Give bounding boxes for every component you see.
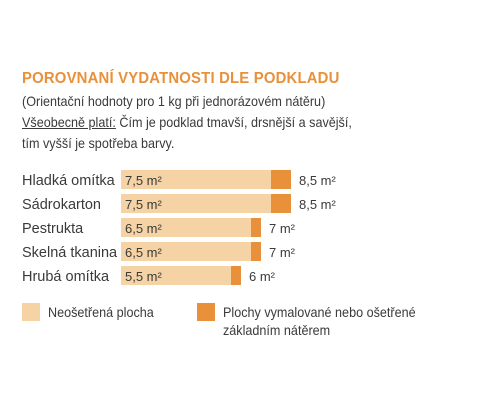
category-label: Hladká omítka [22,173,116,189]
category-label: Pestrukta [22,221,84,237]
general-note-label: Všeobecně platí: [22,114,116,130]
bar-untreated [121,194,271,213]
data-label-untreated: 6,5 m² [125,221,163,236]
general-note-text: Čím je podklad tmavší, drsnější a savějš… [115,114,352,130]
bar-untreated [121,242,251,261]
general-note: Všeobecně platí: Čím je podklad tmavší, … [22,114,352,130]
data-label-untreated: 6,5 m² [125,245,163,260]
category-label: Hrubá omítka [22,269,110,285]
legend-swatch-untreated [22,303,40,321]
bar-untreated [121,170,271,189]
bar-untreated [121,218,251,237]
data-label-treated: 7 m² [269,221,296,236]
legend-swatch-treated [197,303,215,321]
general-note-continued: tím vyšší je spotřeba barvy. [22,135,175,151]
data-label-treated: 8,5 m² [299,173,337,188]
legend-label-treated-2: základním nátěrem [223,322,331,338]
data-label-untreated: 7,5 m² [125,173,163,188]
legend-label-untreated: Neošetřená plocha [48,304,154,320]
data-label-untreated: 7,5 m² [125,197,163,212]
chart-subtitle: (Orientační hodnoty pro 1 kg při jednorá… [22,93,326,109]
chart-title: POROVNANÍ VYDATNOSTI DLE PODKLADU [22,70,340,87]
legend-label-treated-1: Plochy vymalované nebo ošetřené [223,304,416,320]
data-label-treated: 8,5 m² [299,197,337,212]
data-label-untreated: 5,5 m² [125,269,163,284]
data-label-treated: 6 m² [249,269,276,284]
bar-untreated [121,266,231,285]
data-label-treated: 7 m² [269,245,296,260]
category-label: Sádrokarton [22,197,101,213]
category-label: Skelná tkanina [22,245,118,261]
